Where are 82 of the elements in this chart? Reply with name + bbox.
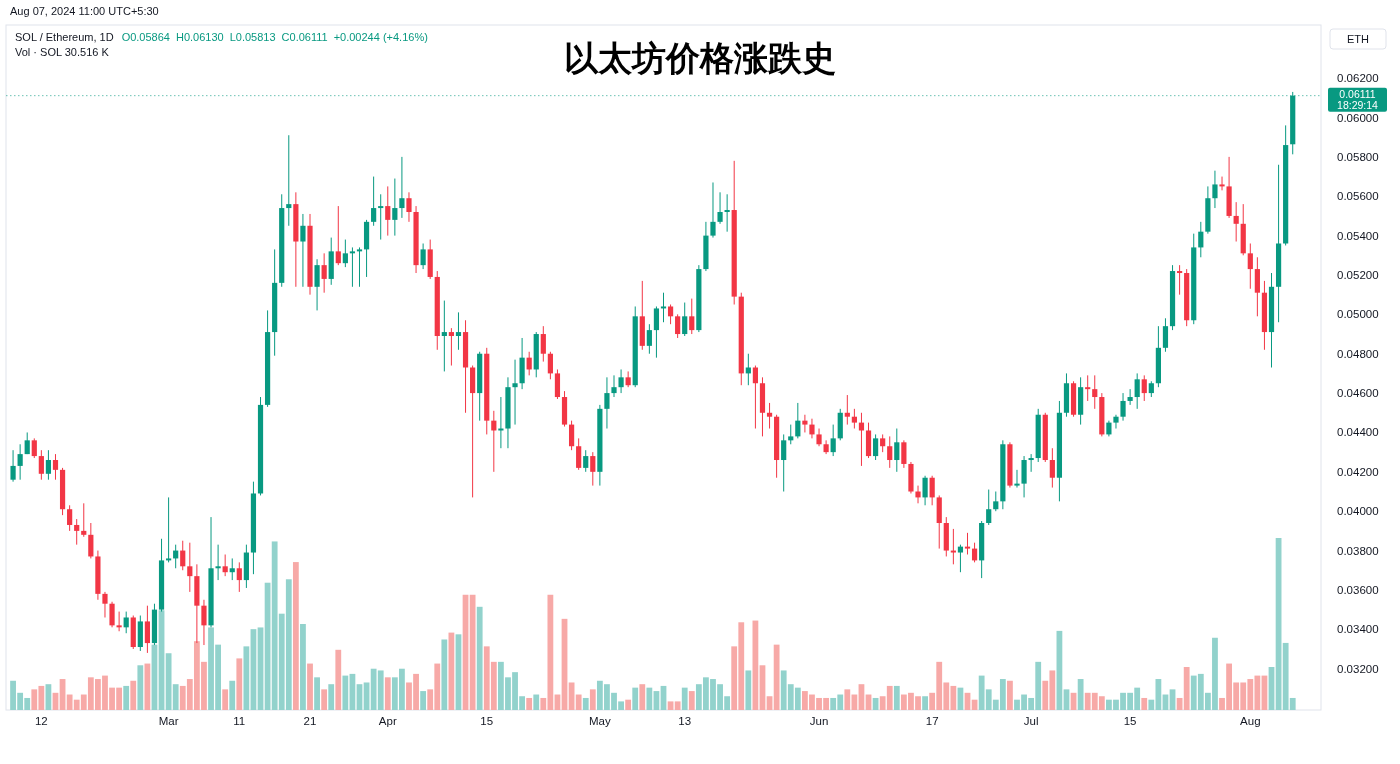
x-tick-label: 12 <box>34 715 48 727</box>
bar <box>144 663 151 710</box>
bar <box>526 697 533 710</box>
y-tick-label: 0.06200 <box>1337 72 1379 85</box>
bar <box>745 670 752 710</box>
annotation: Vol · SOL 30.516 K <box>15 46 110 58</box>
x-tick-label: 21 <box>303 715 317 727</box>
bar <box>236 658 243 710</box>
bar <box>773 644 780 710</box>
bar <box>441 639 448 710</box>
y-tick-label: 0.05200 <box>1337 268 1379 281</box>
bar <box>123 685 130 710</box>
bar <box>625 699 632 710</box>
bar <box>335 649 342 710</box>
bar <box>893 685 900 710</box>
bar <box>243 646 250 710</box>
y-tick-label: 0.03200 <box>1337 662 1379 675</box>
bar <box>632 687 639 710</box>
bar <box>300 624 306 710</box>
x-tick-label: 17 <box>925 715 939 727</box>
text: Aug 07, 2024 11:00 UTC+5:30 <box>10 5 159 17</box>
y-tick-label: 0.04200 <box>1337 465 1379 478</box>
x-tick-label: 13 <box>678 715 692 727</box>
bar <box>328 684 335 710</box>
bar <box>420 691 427 710</box>
bar <box>1077 679 1084 710</box>
y-tick-label: 0.03400 <box>1337 623 1379 636</box>
bar <box>307 663 313 710</box>
bar <box>384 677 391 710</box>
chart-title: 以太坊价格涨跌史 <box>564 39 836 77</box>
x-tick-label: May <box>589 715 611 727</box>
y-tick-label: 0.05000 <box>1337 308 1379 321</box>
bar <box>292 562 299 710</box>
price-tag: 0.06111 18:29:14 <box>1328 87 1387 112</box>
bar <box>1007 680 1013 710</box>
bar <box>589 689 596 710</box>
y-tick-label: 0.04000 <box>1337 505 1379 518</box>
y-tick-label: 0.03800 <box>1337 544 1379 557</box>
bar <box>674 701 681 710</box>
x-tick-label: 11 <box>233 715 246 727</box>
annotation: O0.05864 <box>121 31 170 43</box>
x-tick-label: Jun <box>809 715 829 727</box>
x-tick-label: 15 <box>1123 715 1137 727</box>
bar <box>646 687 653 710</box>
bar <box>342 675 349 710</box>
bar <box>1141 697 1148 710</box>
bar <box>229 680 236 710</box>
x-tick-label: Jul <box>1023 715 1039 727</box>
bar <box>314 677 320 710</box>
y-tick-label: 0.04400 <box>1337 426 1379 439</box>
x-tick-label: Aug <box>1240 715 1261 727</box>
text: SOL / Ethereum, 1D <box>15 31 114 43</box>
bar <box>582 697 589 710</box>
y-tick-label: 0.04600 <box>1337 387 1379 400</box>
annotation: H0.06130 <box>175 31 224 43</box>
y-tick-label: 0.05600 <box>1337 190 1379 203</box>
text: ETH <box>1347 33 1370 45</box>
bar <box>222 689 229 710</box>
bar <box>575 694 582 710</box>
y-tick-label: 0.05400 <box>1337 229 1379 242</box>
x-tick-label: 15 <box>480 715 494 727</box>
bar <box>667 701 674 710</box>
bar <box>137 665 144 710</box>
bar <box>688 691 695 710</box>
bar <box>681 687 688 710</box>
annotation: +0.00244 (+4.16%) <box>333 31 428 43</box>
y-tick-label: 0.06000 <box>1337 111 1379 124</box>
y-tick-label: 0.04800 <box>1337 347 1379 360</box>
y-tick-label: 0.03600 <box>1337 583 1379 596</box>
bar <box>922 696 928 710</box>
x-tick-label: Mar <box>158 715 179 727</box>
bar <box>476 606 483 710</box>
annotation: C0.06111 <box>281 31 328 43</box>
annotation: L0.05813 <box>229 31 276 43</box>
bar <box>321 689 328 710</box>
x-tick-label: Apr <box>378 715 397 727</box>
ref-line-label: 0.06111 <box>1339 87 1376 100</box>
bar <box>639 684 646 710</box>
y-tick-label: 0.05800 <box>1337 150 1379 163</box>
bar <box>130 680 137 710</box>
bar <box>533 694 540 710</box>
bar <box>469 594 476 710</box>
